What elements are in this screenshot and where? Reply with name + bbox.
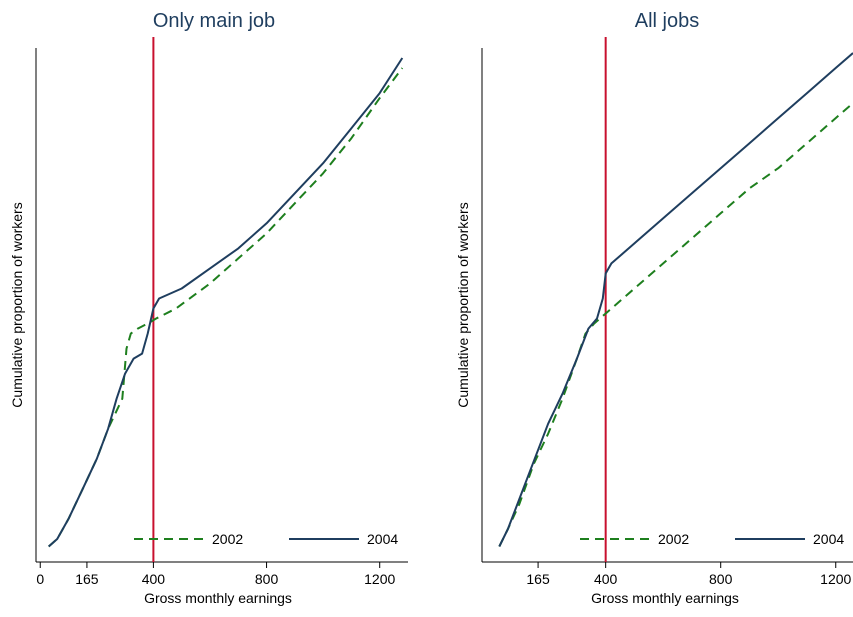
y-axis-label: Cumulative proportion of workers bbox=[9, 202, 25, 407]
x-tick-label: 800 bbox=[709, 571, 733, 587]
legend-label-2004: 2004 bbox=[813, 531, 844, 547]
x-axis-label: Gross monthly earnings bbox=[144, 590, 292, 606]
chart-title: All jobs bbox=[635, 10, 699, 32]
series-line-2004 bbox=[498, 52, 853, 547]
series-line-2002 bbox=[48, 67, 404, 548]
x-tick-label: 800 bbox=[255, 571, 279, 587]
x-tick-label: 400 bbox=[594, 571, 618, 587]
chart-title: Only main job bbox=[153, 10, 275, 32]
x-tick-label: 0 bbox=[36, 571, 44, 587]
x-tick-label: 165 bbox=[526, 571, 550, 587]
chart-panel-2: All jobs 165 400 800 1200 Gross monthly earni… bbox=[455, 10, 853, 606]
chart-panel-1: Only main job 0 165 400 800 1200 Gross monthly… bbox=[9, 10, 408, 606]
x-tick-label: 165 bbox=[75, 571, 99, 587]
series-line-2004 bbox=[48, 57, 404, 548]
x-tick-label: 1200 bbox=[364, 571, 395, 587]
x-tick-label: 400 bbox=[142, 571, 166, 587]
y-axis-label: Cumulative proportion of workers bbox=[455, 202, 471, 407]
legend-label-2002: 2002 bbox=[658, 531, 689, 547]
series-line-2002 bbox=[498, 102, 853, 547]
x-axis-label: Gross monthly earnings bbox=[591, 590, 739, 606]
legend-label-2002: 2002 bbox=[212, 531, 243, 547]
legend-label-2004: 2004 bbox=[367, 531, 398, 547]
x-tick-label: 1200 bbox=[820, 571, 851, 587]
